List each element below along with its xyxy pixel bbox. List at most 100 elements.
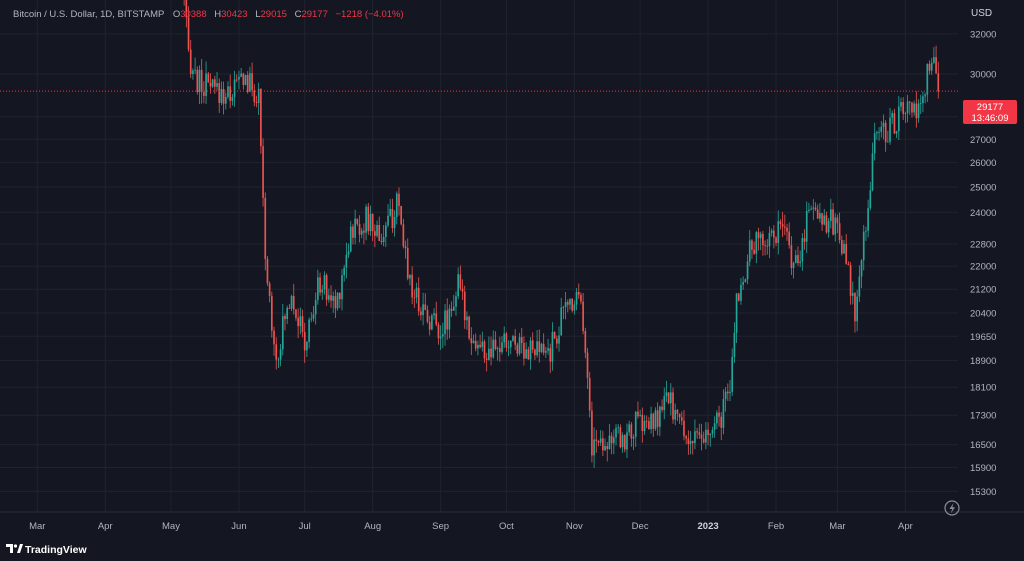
candle-body (676, 409, 679, 414)
candle (834, 213, 837, 242)
candle (244, 74, 247, 86)
candle-body (542, 343, 545, 353)
candle-body (295, 309, 297, 318)
candle-body (327, 295, 330, 300)
candle-body (880, 126, 883, 132)
candle-body (814, 207, 817, 210)
price-tick-label: 21200 (970, 285, 996, 296)
candle-body (895, 131, 898, 134)
candle (582, 292, 584, 335)
candle (904, 111, 907, 124)
candle (536, 329, 538, 358)
candle (365, 204, 367, 241)
candle-body (488, 348, 490, 360)
candle-body (262, 146, 264, 198)
candle (384, 221, 387, 248)
time-axis[interactable]: Mar Apr May Jun Jul Aug Sep Oct Nov Dec 2023 Feb Mar… (29, 521, 913, 532)
lightning-icon[interactable] (944, 500, 960, 516)
candle-body (762, 233, 764, 246)
candle (288, 303, 291, 310)
candle-body (538, 341, 541, 352)
candle-body (371, 213, 374, 232)
candle (705, 421, 707, 450)
candle (363, 223, 365, 245)
candle (707, 422, 709, 446)
candle-body (591, 410, 593, 456)
candle-body (827, 220, 830, 233)
candle-body (799, 261, 801, 264)
candle-body (507, 347, 510, 348)
candle (441, 322, 444, 349)
candle-body (575, 292, 578, 305)
candle (327, 288, 330, 303)
candle (906, 94, 909, 123)
candle (580, 292, 582, 305)
candle-body (847, 263, 850, 265)
time-tick-label: Dec (632, 521, 649, 532)
candle-body (470, 338, 473, 344)
close-label: C (295, 9, 302, 20)
candle (878, 127, 880, 141)
candle-body (599, 438, 602, 443)
candle (610, 432, 613, 455)
candle-body (731, 356, 734, 392)
candle-body (466, 316, 468, 321)
candle (838, 212, 841, 244)
candle-body (667, 392, 670, 404)
candle (669, 383, 672, 416)
candle-body (632, 436, 635, 439)
candle-body (746, 261, 749, 280)
candle-body (759, 233, 762, 239)
candle-body (604, 446, 606, 451)
candle (323, 271, 326, 295)
candle-body (808, 209, 810, 211)
candle-body (891, 113, 894, 118)
candle (919, 94, 922, 115)
candle-body (621, 435, 624, 448)
candle (455, 291, 457, 316)
candle (222, 81, 225, 115)
candle-body (317, 277, 319, 300)
candle (492, 330, 495, 359)
candle (566, 299, 569, 313)
candle-body (612, 437, 615, 444)
candle (336, 291, 339, 311)
candle (446, 298, 449, 340)
candle (648, 416, 650, 430)
candle (369, 205, 372, 236)
candle (352, 223, 354, 245)
candle-body (663, 396, 666, 410)
candle (538, 329, 541, 363)
candle (525, 342, 527, 359)
currency-label[interactable]: USD (971, 8, 992, 19)
symbol-title[interactable]: Bitcoin / U.S. Dollar, 1D, BITSTAMP (13, 9, 164, 20)
candle (233, 70, 236, 107)
candle-body (369, 213, 372, 232)
time-tick-label: 2023 (698, 521, 719, 532)
candle (819, 202, 821, 223)
candle-body (865, 230, 867, 232)
candle (865, 226, 867, 241)
candle-body (586, 352, 589, 378)
tradingview-logo-icon[interactable] (6, 544, 23, 553)
tradingview-brand[interactable]: TradingView (25, 544, 87, 556)
candle (871, 142, 874, 192)
candle-body (249, 73, 251, 92)
candle-body (615, 427, 617, 438)
candle-body (867, 208, 869, 231)
candle (562, 305, 565, 320)
candle-body (389, 208, 392, 216)
candle (593, 427, 595, 468)
candle (277, 357, 280, 368)
candle-body (185, 0, 188, 18)
candle (488, 336, 490, 361)
candle (862, 224, 865, 271)
candle-body (231, 96, 234, 101)
candle (549, 343, 552, 374)
candle-body (374, 231, 376, 236)
candle-body (455, 296, 457, 307)
candle (211, 78, 214, 89)
candle-body (735, 293, 738, 333)
candle-body (284, 316, 286, 320)
